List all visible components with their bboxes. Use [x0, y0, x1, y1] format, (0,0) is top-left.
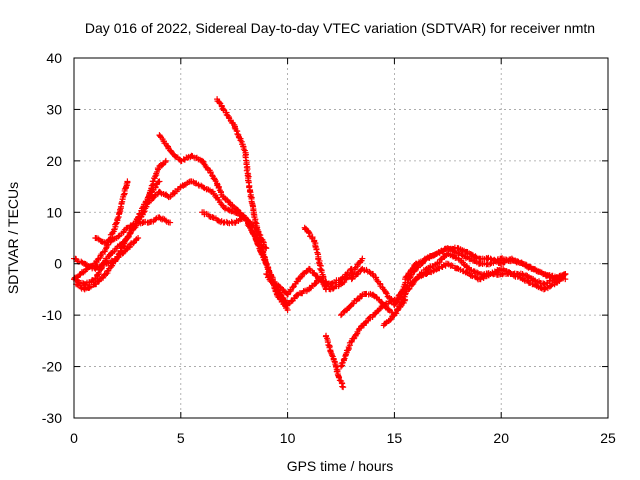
y-tick-label: 20: [46, 153, 62, 169]
data-series-2: [71, 178, 269, 287]
chart-title: Day 016 of 2022, Sidereal Day-to-day VTE…: [85, 20, 595, 36]
x-tick-label: 20: [493, 430, 509, 446]
y-tick-label: 0: [54, 256, 62, 272]
x-axis-label: GPS time / hours: [287, 458, 394, 474]
y-tick-label: -10: [42, 307, 62, 323]
y-tick-label: -20: [42, 359, 62, 375]
data-series-8: [214, 96, 290, 313]
y-tick-label: 40: [46, 50, 62, 66]
y-tick-label: -30: [42, 410, 62, 426]
x-tick-label: 10: [280, 430, 296, 446]
data-marks: [71, 96, 568, 390]
y-tick-label: 10: [46, 204, 62, 220]
x-tick-label: 25: [600, 430, 616, 446]
x-tick-label: 5: [177, 430, 185, 446]
x-tick-label: 0: [70, 430, 78, 446]
x-tick-label: 15: [387, 430, 403, 446]
y-axis-label: SDTVAR / TECUs: [5, 182, 21, 294]
data-series-16: [349, 245, 569, 308]
chart: Day 016 of 2022, Sidereal Day-to-day VTE…: [0, 0, 640, 480]
y-tick-label: 30: [46, 101, 62, 117]
